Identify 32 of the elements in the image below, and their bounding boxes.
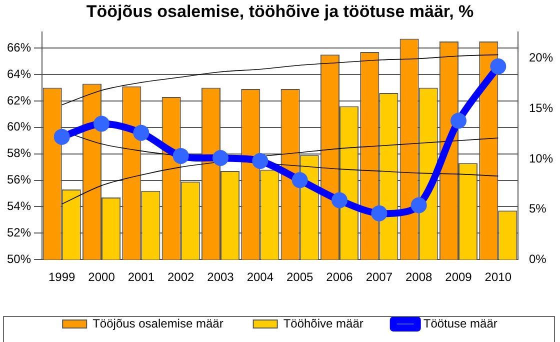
- y-tick-label: 64%: [6, 66, 32, 81]
- y-tick-label: 66%: [6, 40, 32, 54]
- x-tick-label: 2001: [128, 270, 155, 284]
- x-tick-label: 2002: [167, 270, 195, 284]
- y-tick-label: 50%: [6, 252, 32, 266]
- x-tick-label: 2007: [366, 270, 393, 284]
- x-tick-label: 2010: [484, 270, 512, 284]
- y-tick-label: 62%: [6, 93, 32, 108]
- y2-tick-label: 10%: [528, 151, 554, 166]
- y2-tick-label: 0%: [528, 252, 547, 266]
- legend-label: Tööhõive määr: [283, 316, 364, 330]
- x-tick-label: 2000: [88, 270, 116, 284]
- y-tick-label: 52%: [6, 225, 32, 240]
- y-tick-label: 60%: [6, 120, 32, 134]
- x-tick-label: 2004: [246, 270, 274, 284]
- legend-label: Tööjõus osalemise määr: [92, 316, 224, 330]
- x-tick-label: 2003: [207, 270, 234, 284]
- x-tick-label: 2009: [445, 270, 472, 284]
- y-tick-label: 54%: [6, 199, 32, 214]
- y2-tick-label: 5%: [528, 202, 547, 216]
- y2-tick-label: 20%: [528, 50, 554, 65]
- x-tick-label: 1999: [48, 270, 76, 284]
- y-tick-label: 58%: [6, 146, 32, 160]
- x-tick-label: 2005: [286, 270, 314, 284]
- line-series: [61, 54, 499, 106]
- legend-label: Töötuse määr: [423, 316, 498, 330]
- chart-title: Tööjõus osalemise, tööhõive ja töötuse määr, %: [85, 2, 475, 22]
- x-tick-label: 2006: [326, 270, 354, 284]
- y2-tick-label: 15%: [528, 100, 554, 115]
- x-tick-label: 2008: [405, 270, 432, 284]
- y-tick-label: 56%: [6, 172, 32, 187]
- line-series: [61, 138, 499, 204]
